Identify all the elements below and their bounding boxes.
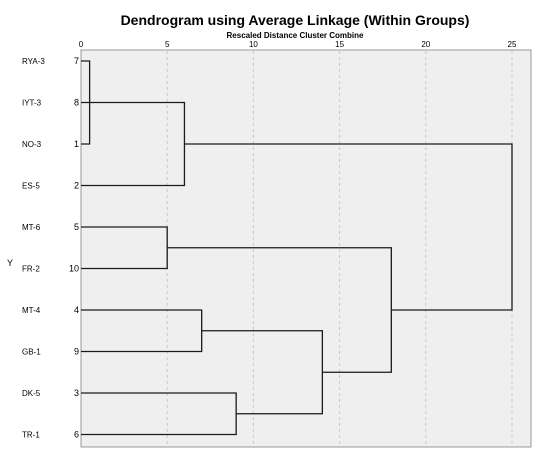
- chart-subtitle: Rescaled Distance Cluster Combine: [227, 31, 364, 40]
- x-tick-label-10: 10: [249, 40, 258, 49]
- leaf-label-8: DK-5: [22, 389, 41, 398]
- leaf-labels: RYA-3 7 IYT-3 8 NO-3 1 ES-5 2 MT-6 5 FR-2 10 MT-4 4 GB…: [22, 56, 79, 440]
- x-tick-label-15: 15: [335, 40, 344, 49]
- leaf-label-4: MT-6: [22, 223, 41, 232]
- leaf-id-8: 3: [74, 388, 79, 398]
- leaf-id-2: 1: [74, 139, 79, 149]
- leaf-id-1: 8: [74, 98, 79, 108]
- leaf-label-9: TR-1: [22, 431, 40, 440]
- leaf-label-7: GB-1: [22, 348, 41, 357]
- leaf-label-2: NO-3: [22, 140, 42, 149]
- y-axis-label: Y: [7, 258, 13, 268]
- chart-title: Dendrogram using Average Linkage (Within…: [121, 12, 470, 28]
- leaf-id-6: 4: [74, 305, 79, 315]
- x-tick-label-20: 20: [421, 40, 430, 49]
- x-tick-label-0: 0: [79, 40, 84, 49]
- leaf-label-0: RYA-3: [22, 57, 45, 66]
- x-tick-label-25: 25: [508, 40, 517, 49]
- x-axis-ticks: 0 5 10 15 20 25: [79, 40, 517, 49]
- leaf-label-1: IYT-3: [22, 99, 42, 108]
- dendrogram-links: [81, 60, 513, 436]
- leaf-id-7: 9: [74, 347, 79, 357]
- leaf-id-5: 10: [69, 264, 79, 274]
- leaf-id-9: 6: [74, 430, 79, 440]
- leaf-label-5: FR-2: [22, 265, 40, 274]
- leaf-label-3: ES-5: [22, 182, 40, 191]
- leaf-id-0: 7: [74, 56, 79, 66]
- leaf-id-3: 2: [74, 181, 79, 191]
- x-tick-label-5: 5: [165, 40, 170, 49]
- leaf-id-4: 5: [74, 222, 79, 232]
- merge-link-8: [184, 143, 513, 311]
- plot-area: [80, 49, 532, 448]
- leaf-label-6: MT-4: [22, 306, 41, 315]
